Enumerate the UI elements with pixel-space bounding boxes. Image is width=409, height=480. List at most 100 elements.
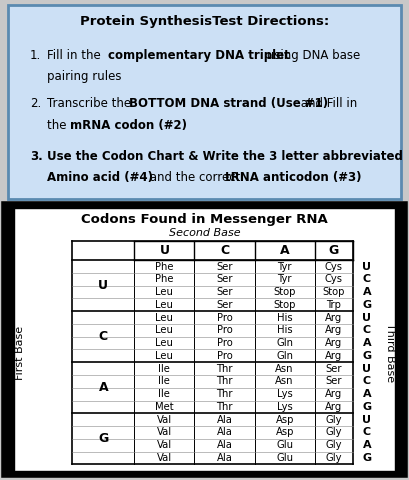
Text: Leu: Leu xyxy=(155,338,173,348)
Text: Val: Val xyxy=(157,428,172,437)
Text: complementary DNA triplet: complementary DNA triplet xyxy=(108,48,290,61)
Text: Stop: Stop xyxy=(274,287,296,297)
Text: Gly: Gly xyxy=(326,453,342,463)
Text: Gly: Gly xyxy=(326,428,342,437)
Text: and Fill in: and Fill in xyxy=(297,97,357,110)
Text: A: A xyxy=(362,440,371,450)
Text: Arg: Arg xyxy=(325,325,342,336)
Text: Second Base: Second Base xyxy=(169,228,240,238)
Text: Asp: Asp xyxy=(276,428,294,437)
Text: Ala: Ala xyxy=(217,440,232,450)
Text: Tyr: Tyr xyxy=(277,274,292,284)
Text: using DNA base: using DNA base xyxy=(263,48,360,61)
Text: C: C xyxy=(363,274,371,284)
Text: Arg: Arg xyxy=(325,389,342,399)
Text: 1.: 1. xyxy=(30,48,41,61)
Text: Phe: Phe xyxy=(155,262,174,272)
Text: Ser: Ser xyxy=(326,376,342,386)
Text: Pro: Pro xyxy=(217,351,232,361)
Text: Arg: Arg xyxy=(325,402,342,412)
Text: Ile: Ile xyxy=(158,364,171,373)
Text: Asn: Asn xyxy=(275,364,294,373)
Text: Glu: Glu xyxy=(276,453,293,463)
Text: Asp: Asp xyxy=(276,415,294,425)
Text: Thr: Thr xyxy=(216,364,233,373)
Text: First Base: First Base xyxy=(15,325,25,380)
Text: U: U xyxy=(362,415,371,425)
Text: Ser: Ser xyxy=(216,274,233,284)
Text: pairing rules: pairing rules xyxy=(47,70,122,83)
Text: Ala: Ala xyxy=(217,428,232,437)
Text: mRNA codon (#2): mRNA codon (#2) xyxy=(70,119,187,132)
Text: U: U xyxy=(362,262,371,272)
Text: Ser: Ser xyxy=(216,262,233,272)
Text: A: A xyxy=(280,244,290,257)
Text: Codons Found in Messenger RNA: Codons Found in Messenger RNA xyxy=(81,214,328,227)
Text: Ile: Ile xyxy=(158,389,171,399)
Text: A: A xyxy=(362,338,371,348)
Text: Cys: Cys xyxy=(325,262,343,272)
Text: Pro: Pro xyxy=(217,312,232,323)
Text: U: U xyxy=(362,364,371,373)
Text: U: U xyxy=(362,312,371,323)
Text: Leu: Leu xyxy=(155,312,173,323)
Text: G: G xyxy=(98,432,108,445)
Text: BOTTOM DNA strand (Use #1): BOTTOM DNA strand (Use #1) xyxy=(129,97,328,110)
Text: Leu: Leu xyxy=(155,325,173,336)
Text: Fill in the: Fill in the xyxy=(47,48,105,61)
Text: Val: Val xyxy=(157,440,172,450)
Text: C: C xyxy=(363,325,371,336)
Text: Gly: Gly xyxy=(326,440,342,450)
FancyBboxPatch shape xyxy=(14,208,395,471)
Text: G: G xyxy=(362,351,371,361)
Text: U: U xyxy=(160,244,169,257)
Text: His: His xyxy=(277,325,292,336)
Text: Thr: Thr xyxy=(216,376,233,386)
Text: Pro: Pro xyxy=(217,338,232,348)
Text: Asn: Asn xyxy=(275,376,294,386)
Text: Glu: Glu xyxy=(276,440,293,450)
Text: 3.: 3. xyxy=(30,150,43,163)
FancyBboxPatch shape xyxy=(8,5,401,199)
Text: Met: Met xyxy=(155,402,174,412)
Text: Thr: Thr xyxy=(216,389,233,399)
Text: Ser: Ser xyxy=(216,300,233,310)
Text: Stop: Stop xyxy=(323,287,345,297)
Text: Amino acid (#4): Amino acid (#4) xyxy=(47,171,153,184)
Text: Lys: Lys xyxy=(277,389,292,399)
Text: Ser: Ser xyxy=(216,287,233,297)
Text: Tyr: Tyr xyxy=(277,262,292,272)
Text: Thr: Thr xyxy=(216,402,233,412)
Text: G: G xyxy=(329,244,339,257)
Text: Third Base: Third Base xyxy=(385,323,395,382)
Text: Stop: Stop xyxy=(274,300,296,310)
Text: Cys: Cys xyxy=(325,274,343,284)
Text: Trp: Trp xyxy=(326,300,341,310)
Text: Transcribe the: Transcribe the xyxy=(47,97,135,110)
Text: Arg: Arg xyxy=(325,351,342,361)
Text: Protein SynthesisTest Directions:: Protein SynthesisTest Directions: xyxy=(80,14,329,27)
Text: 2.: 2. xyxy=(30,97,41,110)
Text: Leu: Leu xyxy=(155,287,173,297)
Text: Lys: Lys xyxy=(277,402,292,412)
Text: Gly: Gly xyxy=(326,415,342,425)
Text: C: C xyxy=(99,330,108,343)
Text: Val: Val xyxy=(157,415,172,425)
Text: Ala: Ala xyxy=(217,453,232,463)
Text: the: the xyxy=(47,119,71,132)
Text: Val: Val xyxy=(157,453,172,463)
Text: A: A xyxy=(362,389,371,399)
Text: A: A xyxy=(362,287,371,297)
Text: G: G xyxy=(362,453,371,463)
Text: Leu: Leu xyxy=(155,300,173,310)
Text: C: C xyxy=(363,376,371,386)
Text: G: G xyxy=(362,402,371,412)
Text: Arg: Arg xyxy=(325,338,342,348)
Text: Ser: Ser xyxy=(326,364,342,373)
Text: Ala: Ala xyxy=(217,415,232,425)
Text: Ile: Ile xyxy=(158,376,171,386)
Text: His: His xyxy=(277,312,292,323)
Text: C: C xyxy=(363,428,371,437)
Text: Gln: Gln xyxy=(276,351,293,361)
Text: Use the Codon Chart & Write the 3 letter abbreviated: Use the Codon Chart & Write the 3 letter… xyxy=(47,150,403,163)
